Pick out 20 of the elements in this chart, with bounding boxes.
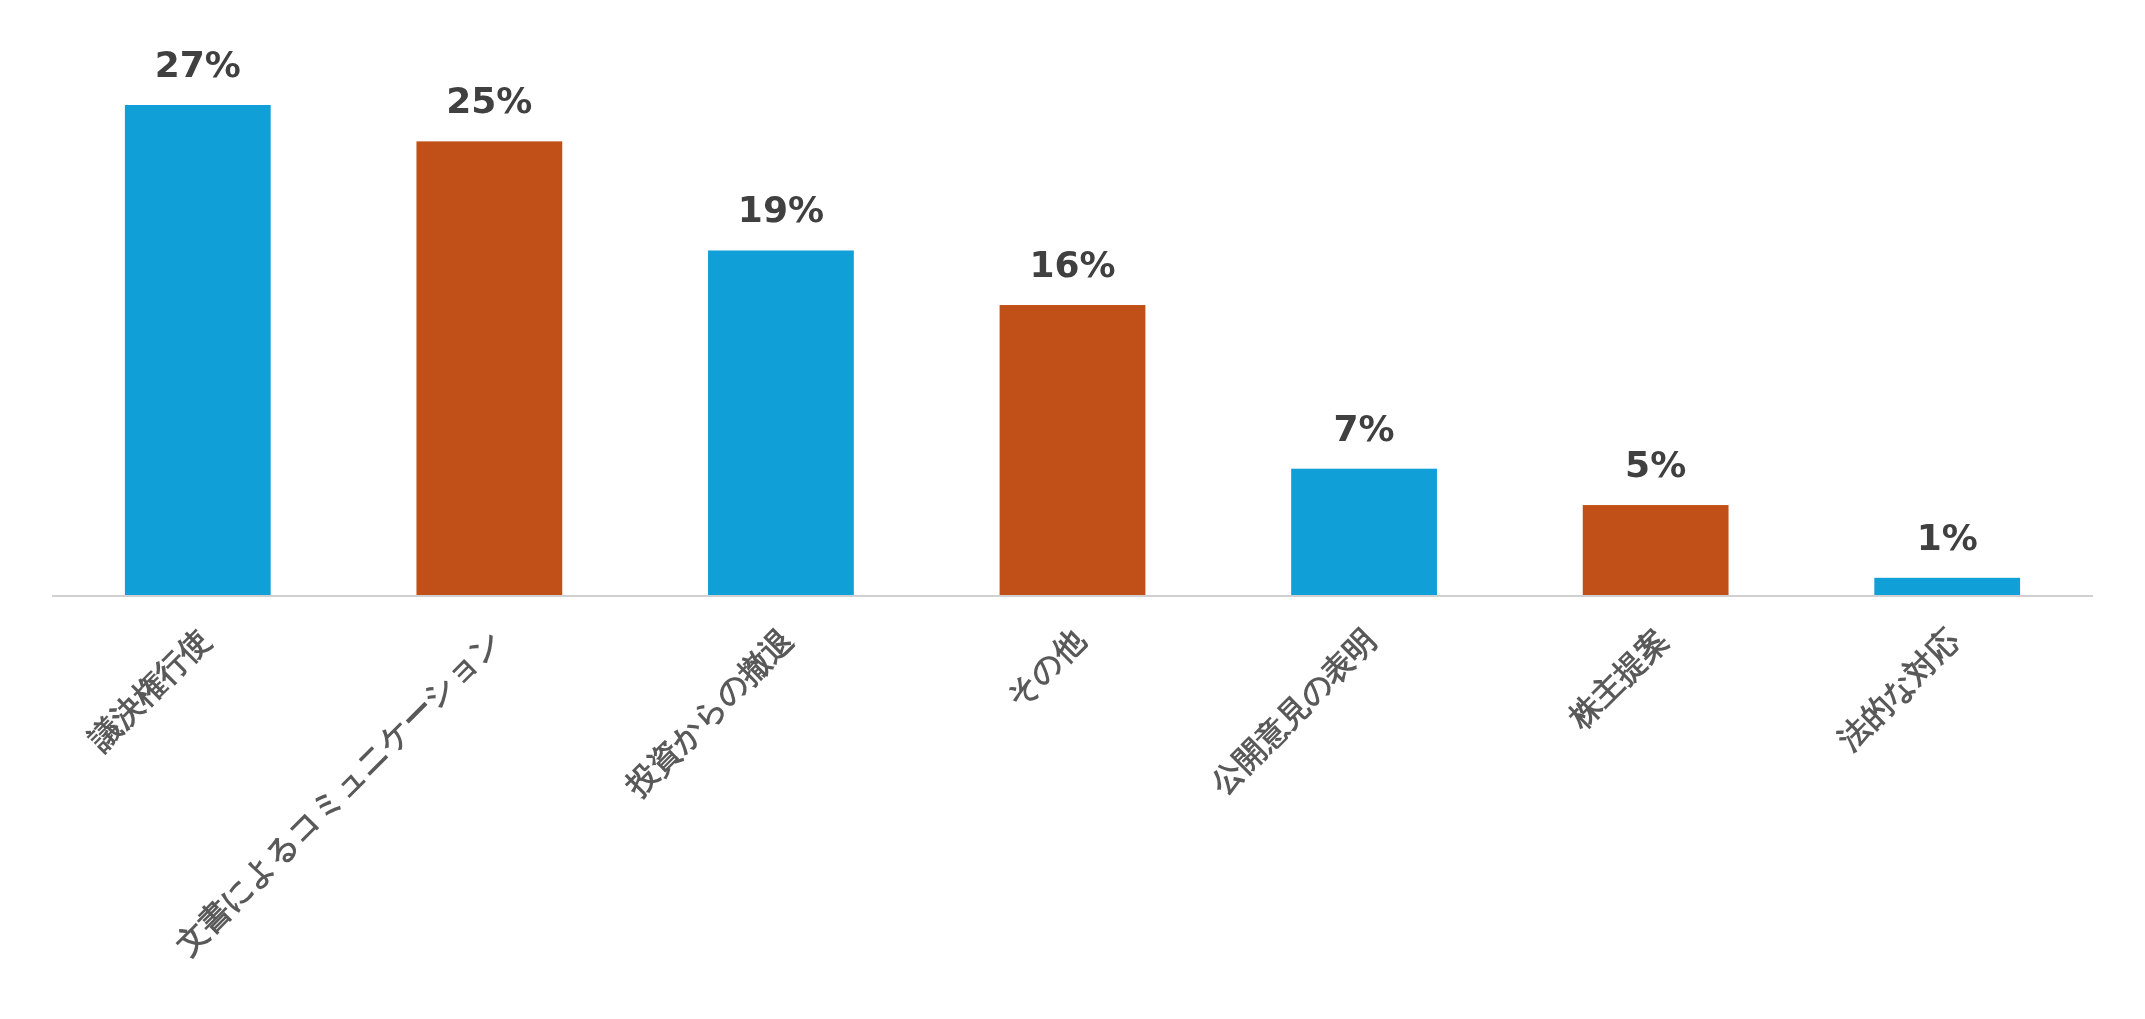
- x-tick-label: 株主提案: [1560, 621, 1675, 736]
- data-label: 5%: [1625, 444, 1687, 486]
- data-label: 1%: [1916, 516, 1978, 558]
- x-tick-label: 公開意見の表明: [1202, 621, 1384, 802]
- data-label: 19%: [737, 189, 825, 231]
- data-label: 27%: [154, 44, 241, 85]
- x-tick-label: 投資からの撤退: [618, 621, 800, 804]
- data-label: 16%: [1029, 244, 1116, 286]
- data-label: 25%: [446, 80, 533, 122]
- data-label: 7%: [1333, 407, 1395, 449]
- x-tick-label: その他: [998, 620, 1093, 715]
- x-tick-label: 法的な対応: [1829, 621, 1967, 758]
- bar: [1291, 468, 1437, 596]
- bar: [708, 250, 854, 596]
- bar: [416, 141, 563, 596]
- bar: [999, 305, 1146, 596]
- x-tick-label: 議決権行使: [80, 621, 217, 758]
- bar: [1582, 505, 1729, 596]
- bar: [1874, 577, 2021, 596]
- bar: [124, 105, 271, 596]
